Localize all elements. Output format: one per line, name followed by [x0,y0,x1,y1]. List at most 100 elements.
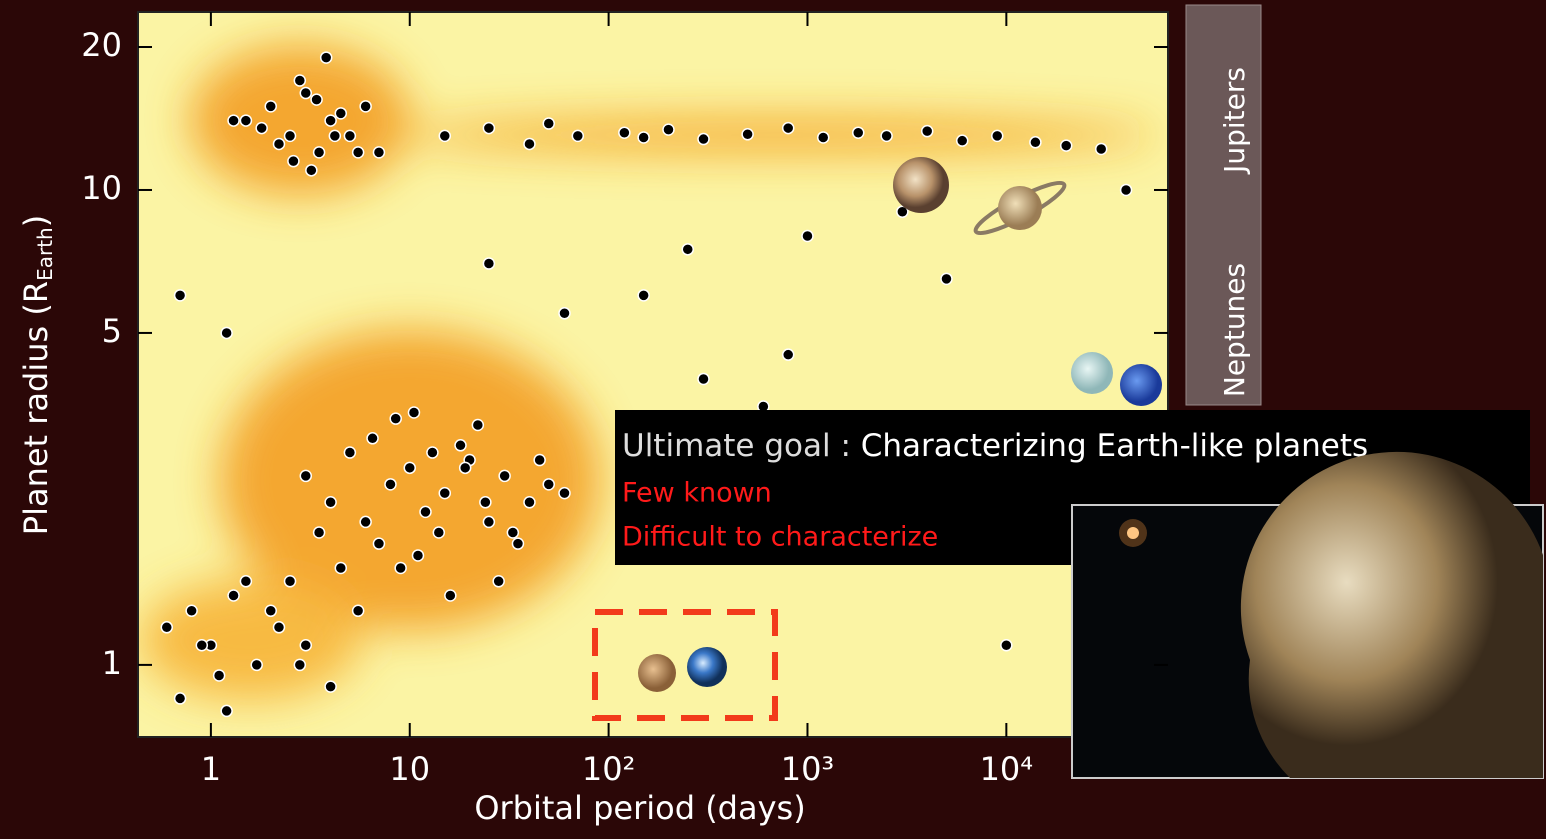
data-point [460,462,471,473]
y-label-end: ) [17,215,55,227]
data-point [285,576,296,587]
data-point [321,52,332,63]
data-point [512,538,523,549]
data-point [483,516,494,527]
data-point [300,88,311,99]
data-point [265,101,276,112]
data-point [682,244,693,255]
data-point [783,123,794,134]
y-tick-label: 10 [81,169,122,207]
data-point [300,470,311,481]
data-point [329,130,340,141]
data-point [1061,140,1072,151]
data-point [439,130,450,141]
data-point [285,130,296,141]
data-point [314,527,325,538]
data-point [256,123,267,134]
x-tick-label: 10⁴ [980,750,1034,788]
data-point [559,308,570,319]
data-point [818,132,829,143]
data-point [273,138,284,149]
data-point [853,127,864,138]
data-point [957,135,968,146]
y-axis-label: Planet radius (REarth) [17,215,57,535]
data-point [404,462,415,473]
data-point [1121,184,1132,195]
data-point [240,115,251,126]
data-point [1001,640,1012,651]
data-point [390,413,401,424]
data-point [638,290,649,301]
callout-heading: Ultimate goal : Characterizing Earth-lik… [622,428,1368,464]
data-point [360,101,371,112]
data-point [300,640,311,651]
jupiter-icon [893,157,949,213]
data-point [251,659,262,670]
data-point [196,640,207,651]
data-point [325,497,336,508]
data-point [175,290,186,301]
data-point [325,681,336,692]
callout-prefix: Ultimate goal : [622,428,861,464]
data-point [373,538,384,549]
data-point [493,576,504,587]
y-label-main: Planet radius (R [17,281,55,535]
data-point [221,705,232,716]
data-point [427,447,438,458]
data-point [344,130,355,141]
data-point [524,138,535,149]
data-point [507,527,518,538]
data-point [161,622,172,633]
data-point [228,590,239,601]
venus-icon [638,654,676,692]
data-point [373,147,384,158]
x-tick-label: 1 [201,750,221,788]
data-point [1096,143,1107,154]
callout-goal: Characterizing Earth-like planets [861,428,1368,464]
neptunes-label: Neptunes [1218,263,1251,397]
data-point [288,156,299,167]
data-point [344,447,355,458]
data-point [480,497,491,508]
callout-point: Difficult to characterize [622,522,938,553]
data-point [265,605,276,616]
data-point [499,470,510,481]
x-tick-label: 10² [582,750,636,788]
data-point [483,123,494,134]
data-point [353,147,364,158]
data-point [367,433,378,444]
neptune-icon [1120,364,1162,406]
data-point [663,124,674,135]
earth-icon [687,647,727,687]
data-point [543,479,554,490]
data-point [175,693,186,704]
callout-point: Few known [622,478,772,509]
data-point [385,479,396,490]
data-point [992,130,1003,141]
x-axis-label: Orbital period (days) [474,789,805,827]
data-point [433,527,444,538]
data-point [420,506,431,517]
data-point [572,130,583,141]
data-point [325,115,336,126]
slide: Orbital period (days) Planet radius (REa… [0,0,1546,839]
x-tick-label: 10³ [781,750,835,788]
y-tick-label: 1 [102,644,122,682]
data-point [698,373,709,384]
data-point [922,126,933,137]
data-point [412,550,423,561]
data-point [445,590,456,601]
data-point [228,115,239,126]
data-point [783,349,794,360]
saturn-icon [998,186,1042,230]
data-point [524,497,535,508]
data-point [698,134,709,145]
data-point [1030,137,1041,148]
data-point [742,129,753,140]
data-point [543,118,554,129]
data-point [360,516,371,527]
data-point [439,488,450,499]
data-point [335,562,346,573]
data-point [534,455,545,466]
data-point [881,130,892,141]
